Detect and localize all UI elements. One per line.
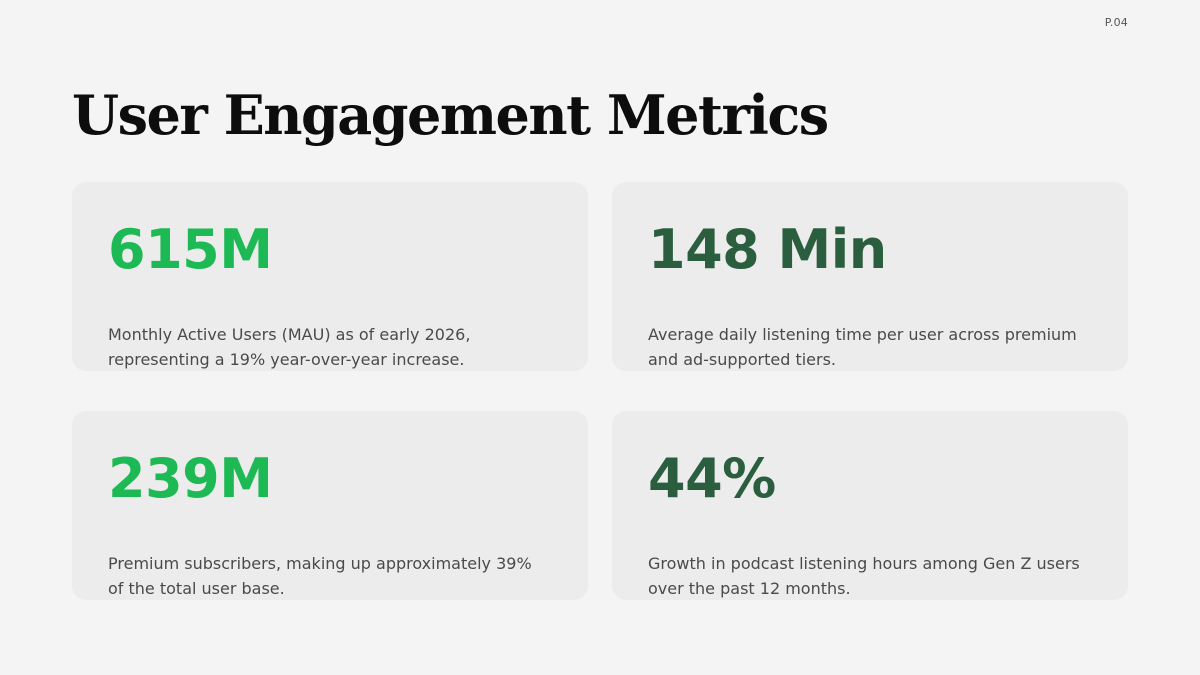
metric-description: Growth in podcast listening hours among … [648, 554, 1080, 598]
metric-card-premium-subscribers: 239M Premium subscribers, making up appr… [72, 411, 588, 600]
page-number: P.04 [1104, 16, 1128, 29]
metric-value: 239M [108, 447, 273, 510]
metric-card-podcast-growth: 44% Growth in podcast listening hours am… [612, 411, 1128, 600]
slide-title: User Engagement Metrics [72, 83, 829, 147]
metric-value: 44% [648, 447, 776, 510]
metric-description: Premium subscribers, making up approxima… [108, 554, 532, 598]
metric-card-daily-listening-time: 148 Min Average daily listening time per… [612, 182, 1128, 371]
metrics-grid: 615M Monthly Active Users (MAU) as of ea… [72, 182, 1128, 600]
metric-card-monthly-active-users: 615M Monthly Active Users (MAU) as of ea… [72, 182, 588, 371]
metric-value: 148 Min [648, 218, 887, 281]
metric-value: 615M [108, 218, 273, 281]
metric-description: Average daily listening time per user ac… [648, 325, 1077, 369]
metric-description: Monthly Active Users (MAU) as of early 2… [108, 325, 471, 369]
